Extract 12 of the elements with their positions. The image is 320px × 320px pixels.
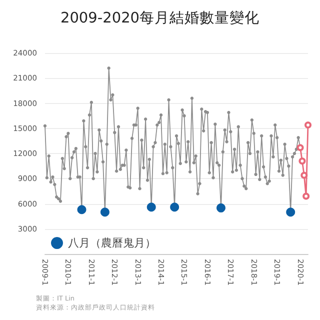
legend-label: 八月（農曆鬼月） <box>68 236 156 250</box>
point <box>146 202 156 212</box>
point <box>286 208 296 217</box>
point <box>77 205 86 214</box>
point <box>302 192 310 200</box>
point <box>170 202 180 212</box>
chart-title: 2009-2020每月結婚數量變化 <box>60 10 260 26</box>
point <box>100 208 110 217</box>
point <box>300 172 308 179</box>
point <box>304 122 312 129</box>
point <box>216 203 226 212</box>
point <box>298 158 306 165</box>
